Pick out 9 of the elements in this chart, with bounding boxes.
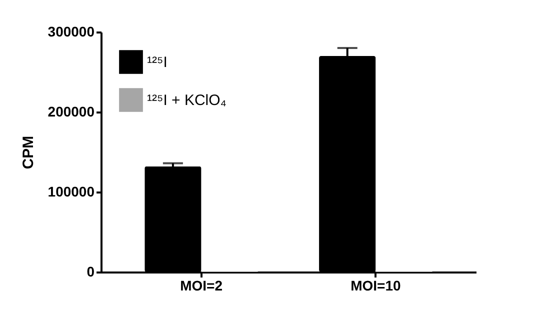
y-tick-label: 100000 bbox=[48, 184, 95, 200]
y-tick-label: 300000 bbox=[48, 24, 95, 40]
legend-label: ¹²⁵I + KClO₄ bbox=[147, 92, 226, 109]
y-axis-title: CPM bbox=[20, 136, 37, 170]
y-tick-label: 0 bbox=[86, 264, 95, 280]
y-tick-label: 200000 bbox=[48, 104, 95, 120]
x-tick-label: MOI=10 bbox=[350, 278, 402, 294]
x-tick-label: MOI=2 bbox=[180, 278, 223, 294]
legend-label: ¹²⁵I bbox=[147, 54, 168, 71]
